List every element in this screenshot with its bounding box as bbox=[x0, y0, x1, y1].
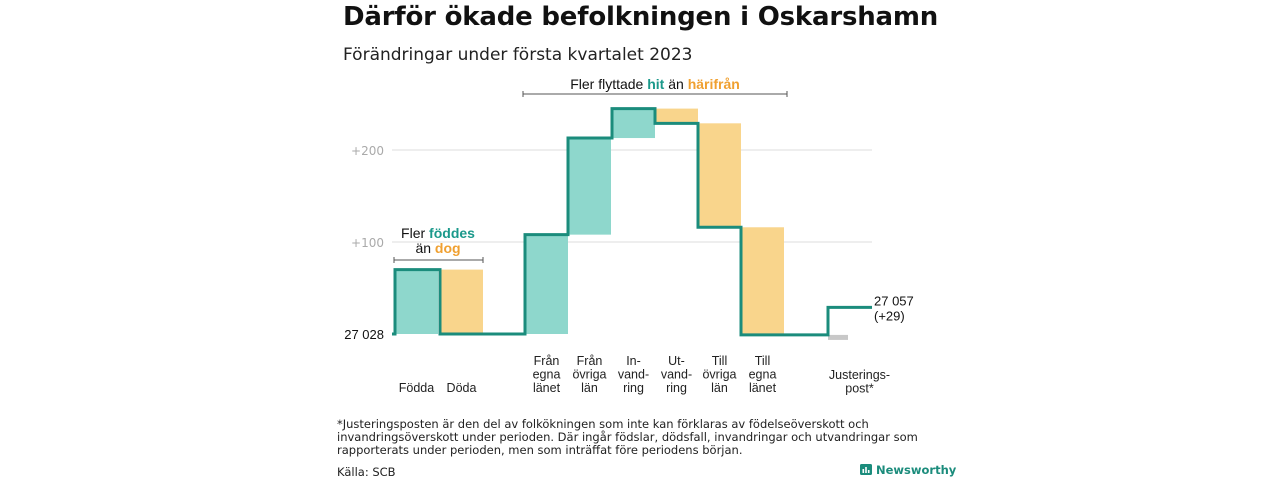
category-label: Ut- bbox=[668, 354, 685, 368]
footnote: *Justeringsposten är den del av folkökni… bbox=[337, 417, 918, 457]
category-label: Födda bbox=[399, 381, 434, 395]
bar-decrease bbox=[741, 227, 784, 335]
category-label: ring bbox=[623, 381, 644, 395]
annotation-migration: Fler flyttade hit än härifrån bbox=[570, 76, 740, 92]
bar-increase bbox=[612, 108, 655, 139]
category-label: ring bbox=[666, 381, 687, 395]
chart-title: Därför ökade befolkningen i Oskarshamn bbox=[343, 2, 939, 32]
category-label: länet bbox=[533, 381, 561, 395]
bar-increase bbox=[525, 234, 568, 334]
end-change-label: (+29) bbox=[874, 308, 905, 323]
bar-increase bbox=[568, 138, 611, 235]
bar-decrease bbox=[698, 123, 741, 228]
brand-logo: Newsworthy bbox=[860, 463, 956, 477]
annotation-word: föddes bbox=[429, 225, 475, 241]
category-label: vand- bbox=[661, 368, 692, 382]
start-value-label: 27 028 bbox=[344, 327, 384, 342]
category-label: Till bbox=[755, 354, 771, 368]
category-label: län bbox=[711, 381, 728, 395]
annotation-word: hit bbox=[647, 76, 664, 92]
category-label: övriga bbox=[702, 368, 736, 382]
annotation-births-deaths: Fler föddes bbox=[401, 225, 475, 241]
y-tick-label: +100 bbox=[351, 236, 384, 250]
annotation-word: härifrån bbox=[688, 76, 740, 92]
annotation-word: än bbox=[664, 76, 687, 92]
category-label: Från bbox=[577, 354, 603, 368]
y-tick-label: +200 bbox=[351, 144, 384, 158]
brand-name: Newsworthy bbox=[876, 463, 957, 477]
category-label: egna bbox=[533, 368, 561, 382]
annotation-word: dog bbox=[435, 240, 461, 256]
annotation-word: Fler bbox=[401, 225, 429, 241]
category-label: vand- bbox=[618, 368, 649, 382]
annotation-births-deaths-line2: än dog bbox=[415, 240, 460, 256]
annotation-word: Fler flyttade bbox=[570, 76, 647, 92]
category-label: länet bbox=[749, 381, 777, 395]
chart-subtitle: Förändringar under första kvartalet 2023 bbox=[343, 45, 693, 65]
annotation-word: än bbox=[415, 240, 434, 256]
bar-adjustment bbox=[828, 334, 848, 340]
cumulative-line bbox=[392, 107, 872, 337]
bar-decrease bbox=[440, 269, 483, 334]
category-label: Justerings- bbox=[829, 368, 890, 382]
source-label: Källa: SCB bbox=[337, 465, 396, 479]
category-label: post* bbox=[845, 382, 874, 396]
category-label: Till bbox=[712, 354, 728, 368]
category-label: Från bbox=[534, 354, 560, 368]
category-label: Döda bbox=[447, 381, 477, 395]
newsworthy-icon bbox=[860, 464, 872, 475]
bar-decrease bbox=[655, 108, 698, 124]
end-value-label: 27 057 bbox=[874, 293, 914, 308]
bar-increase bbox=[395, 269, 438, 334]
category-label: län bbox=[581, 381, 598, 395]
category-label: övriga bbox=[572, 368, 606, 382]
category-label: In- bbox=[626, 354, 641, 368]
category-label: egna bbox=[749, 368, 777, 382]
